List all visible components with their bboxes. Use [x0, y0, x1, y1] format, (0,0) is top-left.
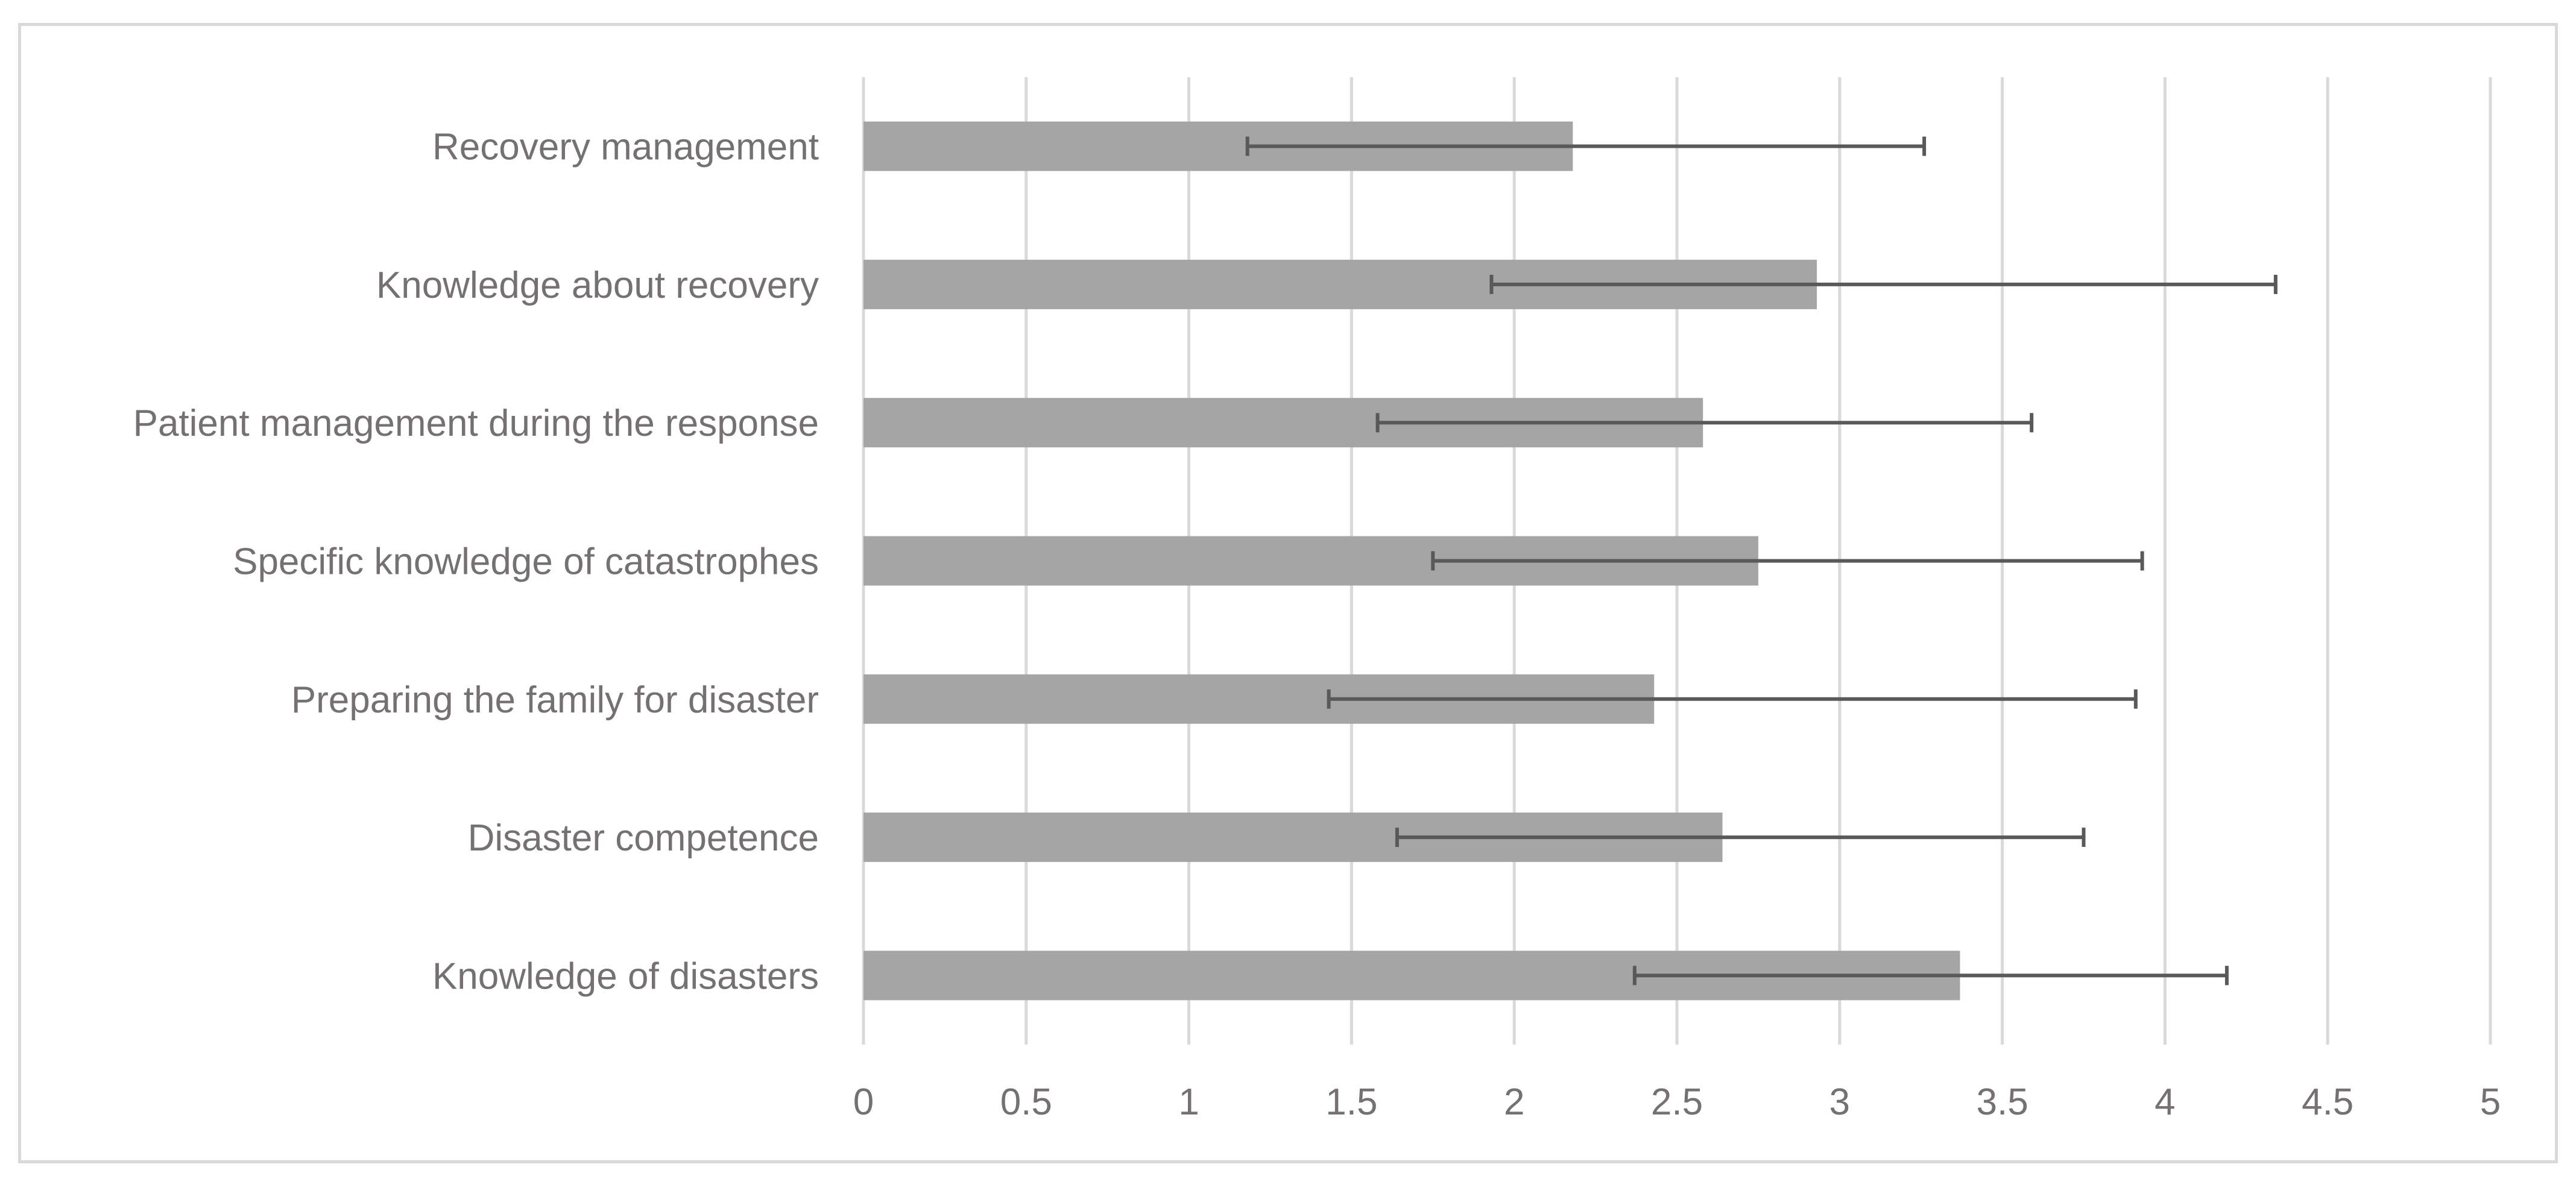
x-tick-label: 4.5	[2302, 1081, 2353, 1123]
x-tick-label: 1	[1178, 1081, 1199, 1123]
x-tick-label: 2.5	[1651, 1081, 1703, 1123]
category-label: Preparing the family for disaster	[291, 679, 819, 721]
x-tick-label: 4	[2155, 1081, 2175, 1123]
error-bars	[1245, 136, 2278, 986]
x-axis-tick-labels: 0 0.5 1 1.5 2 2.5 3 3.5 4 4.5 5	[853, 1081, 2501, 1123]
category-label: Patient management during the response	[133, 403, 819, 444]
x-tick-label: 3	[1829, 1081, 1850, 1123]
gridlines	[862, 77, 2492, 1045]
category-label: Specific knowledge of catastrophes	[233, 541, 819, 583]
x-tick-label: 0	[853, 1081, 874, 1123]
bars	[863, 121, 1960, 1001]
x-tick-label: 2	[1504, 1081, 1524, 1123]
category-label: Recovery management	[432, 127, 819, 168]
category-label: Knowledge of disasters	[432, 955, 819, 997]
category-labels: Recovery management Knowledge about recov…	[133, 127, 819, 998]
category-label: Knowledge about recovery	[376, 265, 819, 306]
category-label: Disaster competence	[468, 817, 819, 859]
x-tick-label: 1.5	[1325, 1081, 1377, 1123]
x-tick-label: 5	[2480, 1081, 2501, 1123]
x-tick-label: 0.5	[1000, 1081, 1052, 1123]
x-tick-label: 3.5	[1976, 1081, 2028, 1123]
